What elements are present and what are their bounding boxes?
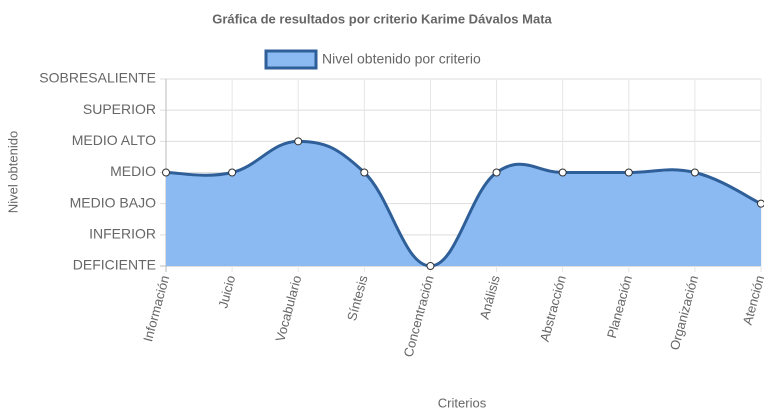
x-tick-label: Síntesis: [344, 273, 371, 322]
x-tick-label: Juicio: [215, 274, 238, 310]
y-tick-label: SUPERIOR: [83, 101, 156, 117]
point: [162, 168, 170, 177]
point: [228, 168, 237, 177]
line: [165, 139, 762, 268]
x-tick-label: Análisis: [477, 273, 503, 321]
point: [492, 168, 501, 177]
x-tick-label: Atención: [740, 274, 764, 327]
y-axis-label: Nivel obtenido: [5, 131, 20, 213]
x-tick-label: Organización: [667, 274, 701, 352]
point: [294, 137, 303, 146]
x-tick-label: Abstracción: [537, 274, 569, 343]
y-tick-label: MEDIO BAJO: [70, 194, 156, 210]
point: [426, 262, 435, 270]
legend-swatch: [264, 49, 318, 70]
y-tick-label: DEFICIENTE: [73, 257, 156, 273]
y-tick-label: MEDIO ALTO: [72, 132, 156, 148]
point: [360, 168, 369, 177]
x-tick-label: Información: [140, 274, 172, 343]
y-tick-label: SOBRESALIENTE: [39, 70, 156, 86]
chart-title: Gráfica de resultados por criterio Karim…: [212, 11, 552, 26]
x-axis-label: Criterios: [438, 395, 487, 410]
point: [624, 168, 633, 177]
point: [690, 168, 699, 177]
y-tick-label: INFERIOR: [89, 226, 156, 242]
y-tick-label: MEDIO: [110, 163, 156, 179]
legend-label: Nivel obtenido por criterio: [322, 51, 481, 67]
x-tick-label: Concentración: [400, 274, 436, 359]
x-tick-label: Vocabulario: [272, 274, 304, 344]
point: [757, 199, 764, 208]
x-tick-label: Planeación: [604, 274, 635, 340]
point: [558, 168, 567, 177]
